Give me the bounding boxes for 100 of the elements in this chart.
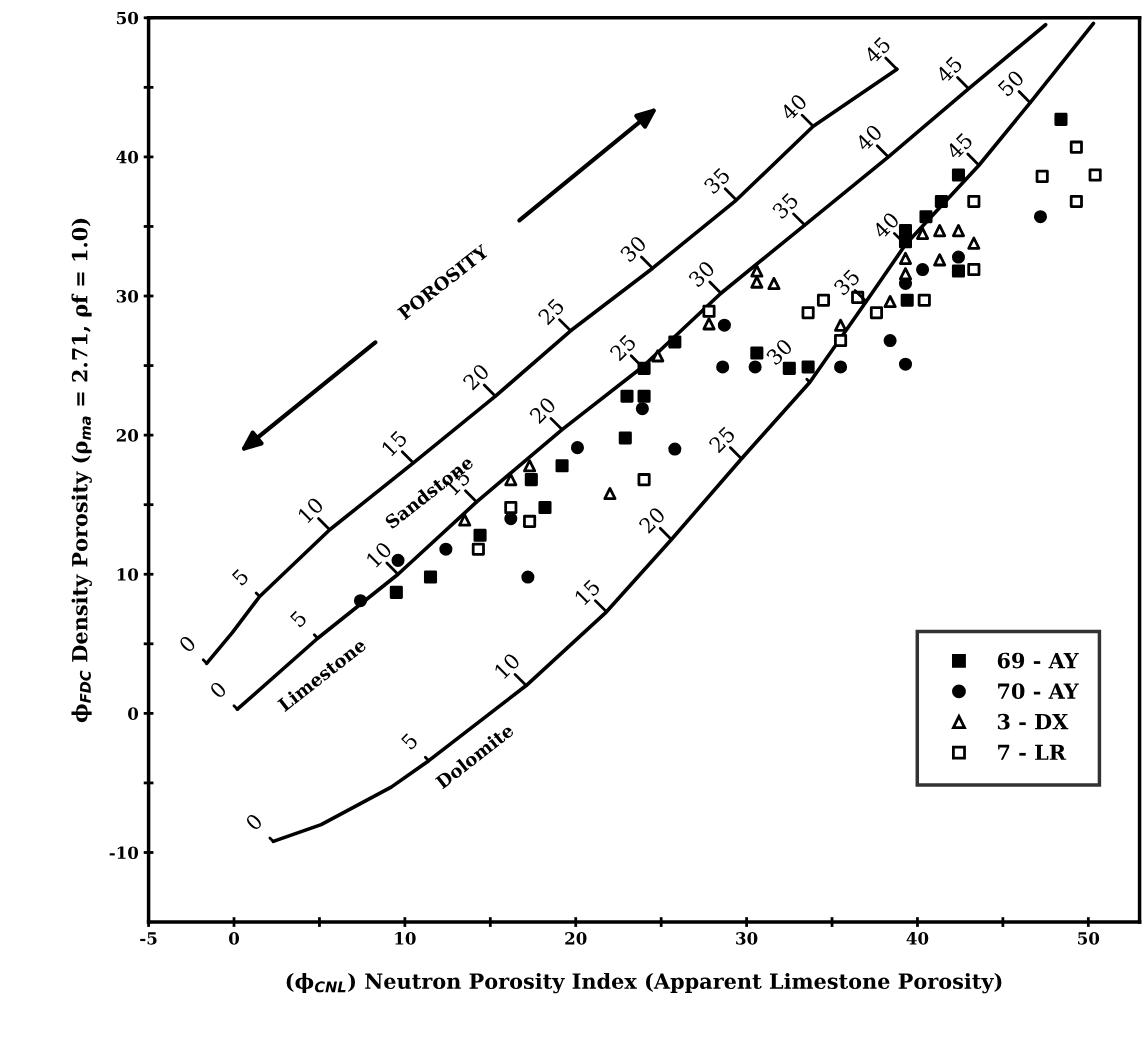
annotation: 35 xyxy=(771,191,800,220)
point xyxy=(523,459,537,473)
annotation: 30 xyxy=(619,234,648,263)
point xyxy=(618,431,632,445)
point xyxy=(883,295,897,309)
y-tick-label: -10 xyxy=(109,846,139,860)
point xyxy=(1054,112,1068,126)
point xyxy=(801,360,815,374)
point xyxy=(748,360,762,374)
x-tick-label: 40 xyxy=(906,932,929,945)
annotation: 20 xyxy=(638,506,667,535)
point xyxy=(919,210,933,224)
point xyxy=(933,224,947,238)
point xyxy=(504,500,518,515)
annotation: 40 xyxy=(779,92,808,122)
point xyxy=(473,528,487,542)
point xyxy=(750,275,764,289)
annotation: 10 xyxy=(493,652,521,680)
point xyxy=(620,389,634,403)
point xyxy=(898,224,913,238)
annotation: 0 xyxy=(208,680,228,700)
point xyxy=(1069,194,1083,208)
annotation: 5 xyxy=(400,732,419,751)
point xyxy=(967,263,981,277)
y-tick-label: 50 xyxy=(117,11,139,25)
point xyxy=(934,194,948,208)
point xyxy=(767,276,781,291)
y-tick-label: 20 xyxy=(116,429,139,442)
annotation: 5 xyxy=(289,609,308,628)
point xyxy=(637,389,651,403)
point xyxy=(967,194,981,208)
point xyxy=(603,487,617,501)
x-tick-label: 30 xyxy=(736,932,758,945)
point xyxy=(635,402,649,416)
y-tick-label: 40 xyxy=(116,150,139,164)
point xyxy=(816,293,831,307)
point xyxy=(898,267,913,281)
annotation: 45 xyxy=(945,132,974,161)
x-tick-label: 0 xyxy=(229,932,240,945)
annotation: 20 xyxy=(528,396,557,425)
point xyxy=(524,473,538,487)
annotation: 40 xyxy=(854,123,884,153)
point xyxy=(668,335,682,349)
x-tick-label: 20 xyxy=(565,932,587,945)
point xyxy=(1088,168,1102,182)
annotation: 10 xyxy=(365,540,393,569)
point xyxy=(883,334,897,348)
legend-label: 3 - DX xyxy=(997,713,1069,730)
point xyxy=(651,349,665,363)
point xyxy=(951,168,965,182)
annotation: 15 xyxy=(573,578,601,606)
point xyxy=(471,542,485,556)
point xyxy=(834,334,848,348)
point xyxy=(1069,140,1083,154)
point xyxy=(916,226,930,240)
annotation: 45 xyxy=(863,36,892,65)
point xyxy=(750,346,764,360)
point xyxy=(353,594,367,608)
point xyxy=(1035,169,1049,183)
point xyxy=(668,442,682,456)
point xyxy=(538,500,552,515)
annotation: 15 xyxy=(380,429,408,457)
point xyxy=(801,306,815,320)
y-tick-label: 10 xyxy=(117,568,139,581)
point xyxy=(637,361,651,375)
legend-label: 7 - LR xyxy=(998,744,1067,760)
annotation: 10 xyxy=(297,496,325,524)
annotation: 25 xyxy=(609,333,637,362)
y-tick-label: 30 xyxy=(116,289,139,303)
point xyxy=(637,473,651,487)
annotation: 30 xyxy=(687,259,716,288)
point xyxy=(951,224,965,238)
point xyxy=(702,317,716,331)
annotation: 35 xyxy=(703,166,731,195)
point xyxy=(702,304,716,318)
annotation: 30 xyxy=(765,337,794,366)
point xyxy=(898,251,913,265)
point xyxy=(951,250,965,264)
annotation: 20 xyxy=(462,362,491,391)
legend-label: 69 - AY xyxy=(997,652,1079,669)
point xyxy=(1033,210,1048,224)
point xyxy=(504,473,518,487)
annotation: 50 xyxy=(997,69,1025,97)
point xyxy=(439,542,453,556)
point xyxy=(504,512,518,526)
annotation: 0 xyxy=(244,812,264,832)
x-tick-label: 50 xyxy=(1078,932,1100,945)
point xyxy=(933,253,947,267)
annotation: 25 xyxy=(708,425,736,454)
point xyxy=(917,293,931,307)
point xyxy=(555,459,569,473)
y-axis-title: ϕ$_{FDC}$ Density Porosity (ρ$_{ma}$ = 2.71, ρf = 1.0) xyxy=(71,218,92,723)
point xyxy=(916,263,930,277)
annotation: 5 xyxy=(231,568,250,587)
x-tick-label: 10 xyxy=(395,932,416,945)
point xyxy=(716,360,730,374)
point xyxy=(900,293,914,307)
x-axis-title: (ϕ$_{CNL}$) Neutron Porosity Index (Apparent Limestone Porosity) xyxy=(286,972,1002,994)
point xyxy=(967,236,981,250)
point xyxy=(391,553,405,567)
